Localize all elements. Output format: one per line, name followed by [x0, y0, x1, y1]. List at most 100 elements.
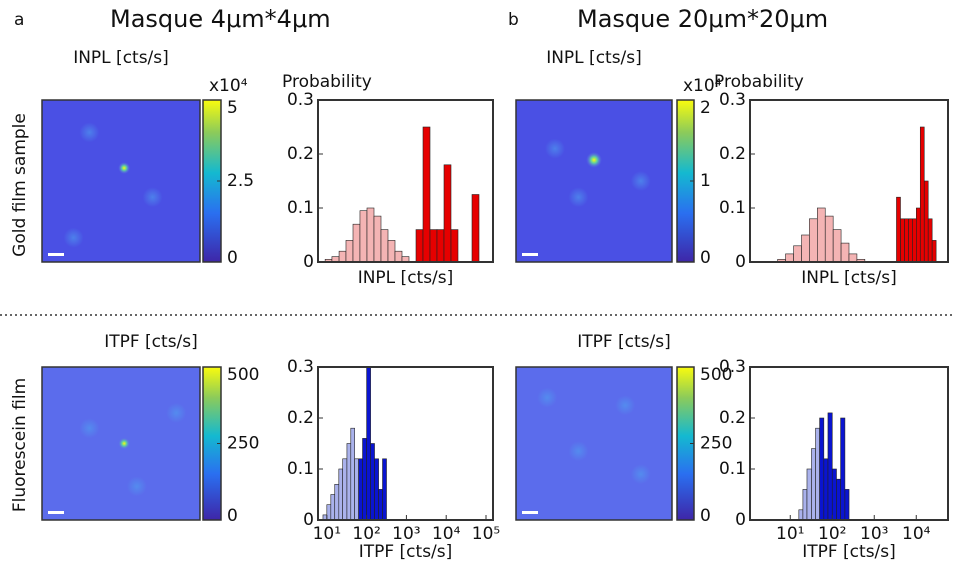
histogram-bar — [844, 489, 850, 521]
histogram-bar — [904, 218, 909, 263]
image-spot — [79, 418, 100, 439]
image-spot — [586, 151, 602, 168]
panel-label: a — [14, 10, 24, 30]
histogram-bar — [326, 504, 332, 521]
x-axis-label: ITPF [cts/s] — [802, 542, 896, 562]
image-spot — [568, 441, 589, 462]
colorbar-tick-label: 250 — [227, 434, 259, 454]
histogram-bar — [919, 126, 925, 263]
plot-frame — [317, 99, 494, 263]
histogram-bar — [345, 240, 354, 263]
y-tick-label: 0 — [735, 252, 746, 272]
image-spot — [79, 122, 100, 143]
y-tick-label: 0 — [303, 252, 314, 272]
image-title: ITPF [cts/s] — [577, 332, 671, 352]
x-axis-label: ITPF [cts/s] — [359, 542, 453, 562]
scale-bar — [522, 253, 538, 256]
image-title: ITPF [cts/s] — [104, 332, 198, 352]
colorbar-tick-label: 250 — [700, 434, 732, 454]
image-spot — [142, 187, 163, 208]
histogram-bar — [366, 366, 371, 521]
histogram-bar — [798, 509, 804, 521]
colorbar-tick-label: 500 — [700, 365, 732, 385]
histogram-bar — [819, 417, 825, 521]
histogram-bar — [931, 240, 937, 263]
histogram-bar — [848, 253, 858, 263]
x-axis-label: INPL [cts/s] — [801, 268, 897, 288]
histogram-bar — [338, 250, 347, 263]
x-tick-label: 10² — [818, 524, 846, 544]
image-spot — [568, 187, 589, 208]
histogram-bar — [394, 250, 403, 263]
y-tick-label: 0.1 — [287, 198, 314, 218]
x-axis-label: INPL [cts/s] — [358, 268, 454, 288]
histogram-bar — [817, 207, 826, 263]
panel-label: b — [508, 10, 519, 30]
image-spot — [545, 138, 565, 159]
y-tick-label: 0.3 — [719, 357, 746, 377]
histogram-bar — [923, 180, 929, 263]
histogram-bar — [429, 229, 438, 263]
histogram-bar — [815, 427, 820, 521]
histogram-bar — [900, 218, 905, 263]
image-spot — [166, 402, 187, 423]
histogram-bar — [831, 468, 837, 521]
colorbar-tick-label: 0 — [700, 506, 711, 526]
histogram-bar — [334, 483, 340, 521]
y-tick-label: 0.2 — [719, 408, 746, 428]
x-tick-label: 10⁴ — [432, 524, 461, 544]
histogram-bar — [358, 458, 363, 521]
histogram-bar — [359, 210, 368, 263]
x-tick-label: 10⁵ — [472, 524, 500, 544]
y-tick-label: 0.3 — [719, 90, 746, 110]
histogram-bar — [362, 438, 367, 521]
panel-title: Masque 4μm*4μm — [110, 5, 331, 33]
row-label: Fluorescein film — [10, 378, 30, 512]
plot-frame — [317, 366, 494, 521]
y-tick-label: 0.3 — [287, 357, 314, 377]
y-tick-label: 0.1 — [719, 459, 746, 479]
colorbar-tick-label: 0 — [227, 248, 238, 268]
histogram-bar — [896, 196, 901, 263]
histogram-bar — [374, 458, 379, 521]
histogram-bar — [908, 218, 913, 263]
histogram-bar — [823, 458, 829, 521]
x-tick-label: 10¹ — [776, 524, 804, 544]
histogram-bar — [443, 164, 452, 263]
histogram-bar — [824, 215, 834, 263]
image-spot — [630, 464, 651, 485]
x-tick-label: 10¹ — [313, 524, 341, 544]
histogram-bar — [827, 412, 833, 521]
histogram-bar — [916, 207, 921, 263]
histogram-bar — [832, 229, 842, 263]
row-label: Gold film sample — [10, 113, 30, 257]
histogram-bar — [806, 468, 812, 521]
image — [515, 99, 673, 263]
histogram-bar — [801, 234, 810, 263]
colorbar-multiplier: x10⁴ — [209, 76, 248, 96]
y-axis-label: Probability — [714, 72, 804, 92]
image-title: INPL [cts/s] — [546, 48, 642, 68]
histogram-bar — [840, 242, 850, 263]
histogram-bar — [471, 194, 480, 263]
scale-bar — [522, 511, 538, 514]
scale-bar — [48, 511, 64, 514]
colorbar-tick-label: 2.5 — [227, 171, 254, 191]
image-spot — [63, 227, 84, 248]
colorbar-multiplier: x10⁴ — [683, 76, 722, 96]
histogram-bar — [840, 417, 846, 521]
histogram-bar — [366, 207, 375, 263]
colorbar-tick-label: 1 — [700, 171, 711, 191]
colorbar-tick-label: 0 — [227, 506, 238, 526]
y-tick-label: 0.1 — [287, 459, 314, 479]
histogram-bar — [378, 489, 383, 521]
histogram-bar — [912, 218, 917, 263]
histogram-bar — [346, 443, 352, 521]
y-tick-label: 0.2 — [287, 408, 314, 428]
image-spot — [630, 171, 651, 191]
image-spot — [126, 476, 147, 497]
x-tick-label: 10⁴ — [902, 524, 931, 544]
colorbar-tick-label: 500 — [227, 365, 259, 385]
histogram-bar — [354, 458, 359, 521]
